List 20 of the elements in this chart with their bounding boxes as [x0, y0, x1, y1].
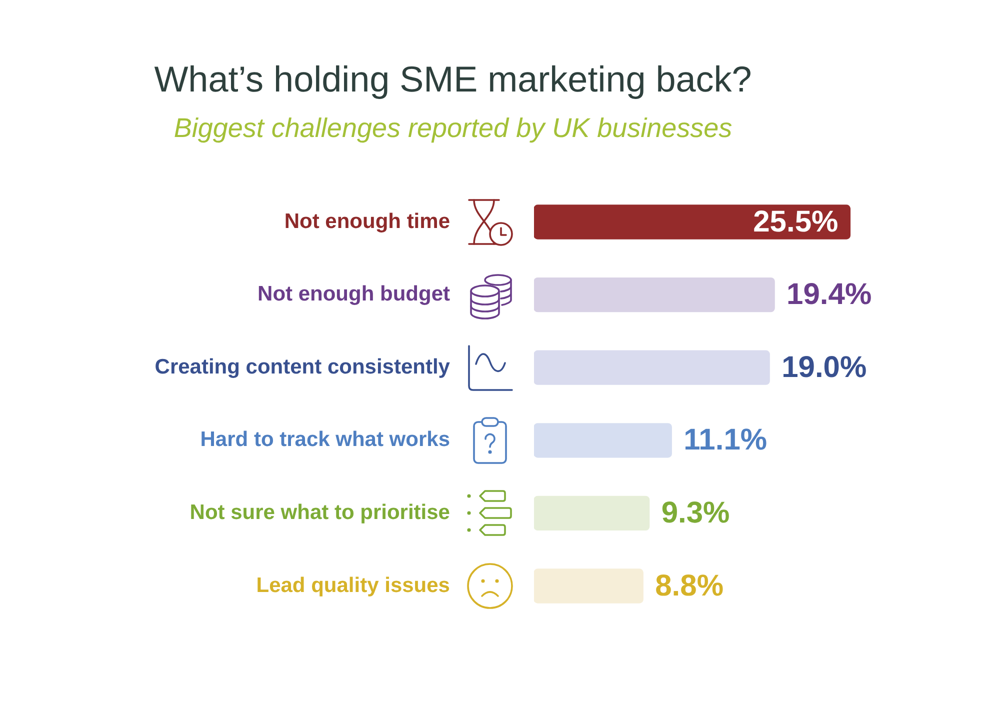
data-label: 25.5%: [753, 205, 838, 238]
bar: [534, 423, 672, 458]
bar: [534, 277, 775, 312]
bar: [534, 496, 650, 531]
chart-title: What’s holding SME marketing back?: [154, 58, 752, 100]
bar: [534, 204, 851, 240]
data-label: 11.1%: [684, 424, 768, 457]
y-tick-label: Lead quality issues: [256, 574, 450, 597]
y-tick-label: Not enough budget: [258, 282, 450, 306]
y-tick-label: Not enough time: [284, 210, 450, 233]
data-label: 8.8%: [655, 569, 724, 602]
bar: [534, 568, 644, 604]
y-tick-label: Not sure what to prioritise: [190, 500, 450, 524]
y-tick-label: Creating content consistently: [154, 355, 450, 378]
bar: [534, 350, 770, 385]
data-label: 19.4%: [786, 278, 872, 312]
data-label: 9.3%: [661, 496, 730, 530]
y-tick-label: Hard to track what works: [200, 428, 450, 452]
chart-subtitle: Biggest challenges reported by UK businesses: [174, 112, 732, 143]
data-label: 19.0%: [782, 350, 867, 384]
